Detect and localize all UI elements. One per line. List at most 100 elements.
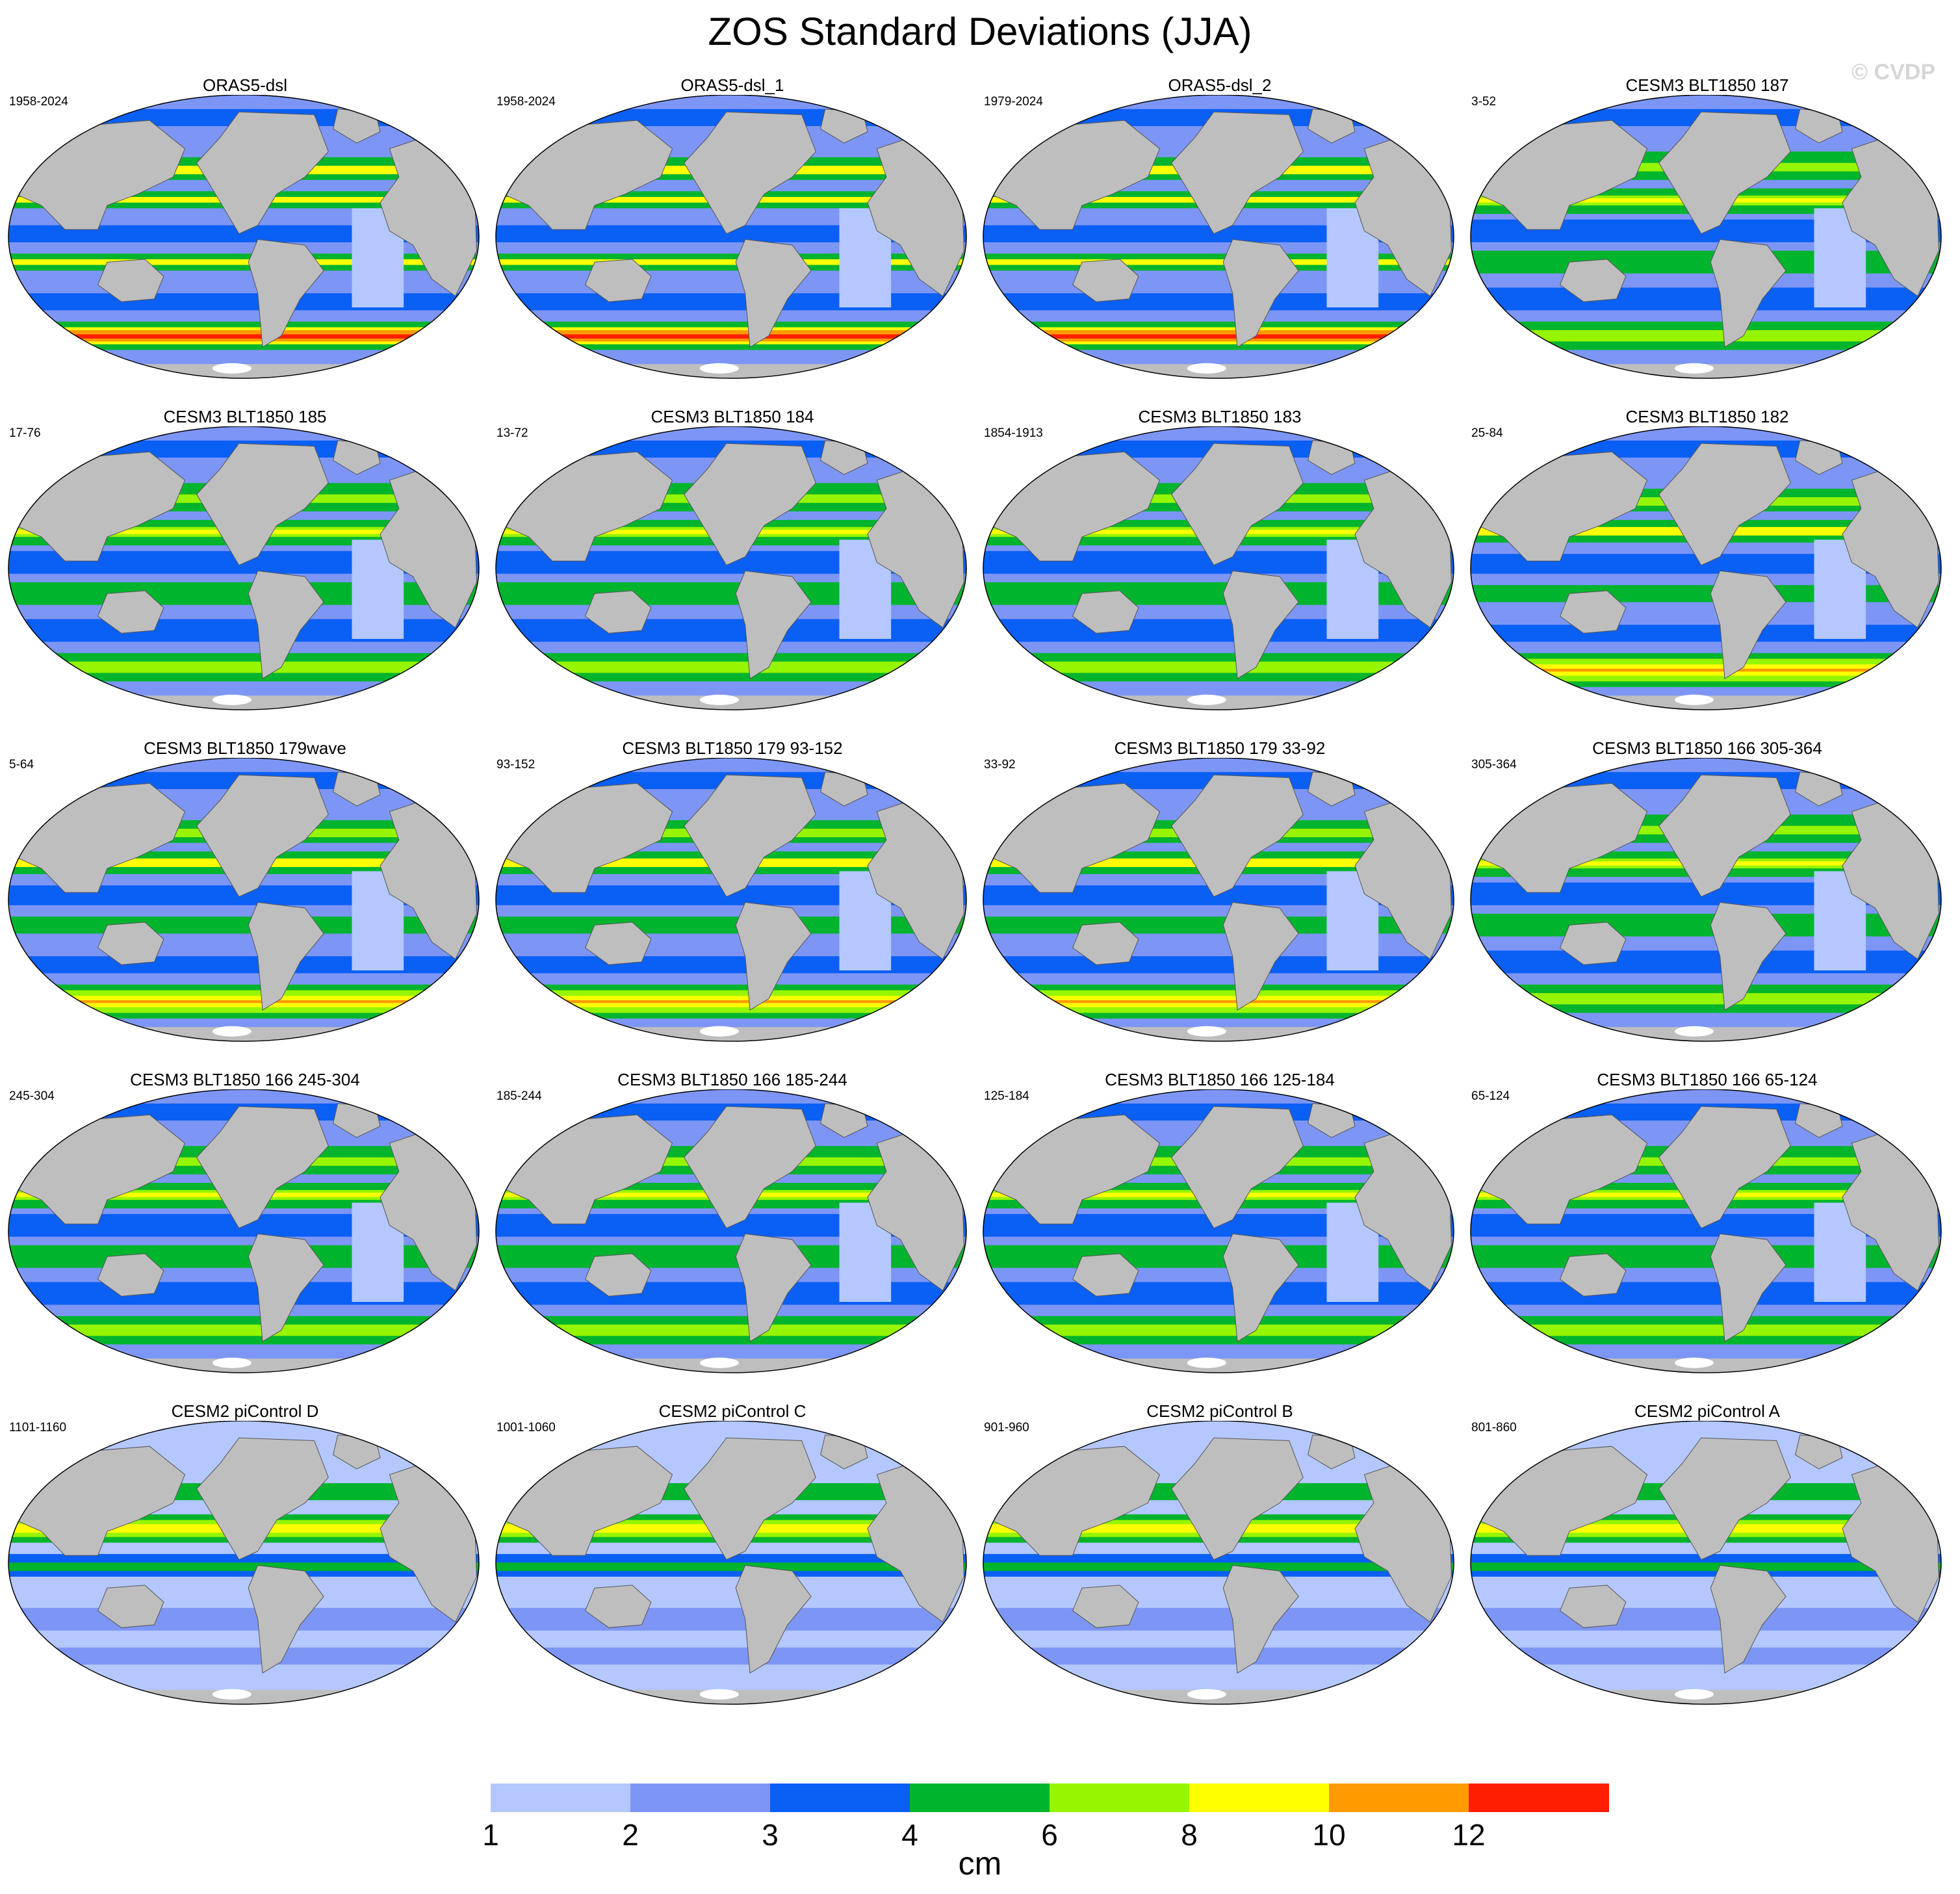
variance-band [1471,1563,1941,1572]
land-mass [97,590,164,634]
land-mass [97,922,164,965]
variance-band [983,1607,1454,1631]
land-mass [1710,570,1786,679]
variance-band [496,1282,966,1305]
variance-band [1471,913,1941,937]
ocean-map [983,1421,1454,1705]
land-mass [735,902,812,1011]
panel-years: 3-52 [1471,95,1497,109]
variance-band [8,1647,479,1665]
land-mass [584,259,652,302]
ocean-map [983,758,1454,1042]
land-mass [196,774,329,898]
variance-band [983,956,1454,974]
map-outline [495,95,967,379]
panel-years: 125-184 [984,1089,1029,1103]
land-mass [1170,774,1304,898]
colorbar [351,1784,1609,1812]
land-mass [196,443,329,566]
map-panel: CESM3 BLT1850 184 13-72 [487,407,977,732]
land-mass [1222,902,1299,1011]
land-mass [248,1564,324,1674]
panel-title: CESM3 BLT1850 179wave [144,738,346,758]
variance-band [8,334,479,339]
panel-years: 33-92 [984,758,1016,772]
ice-shelf [212,1689,251,1700]
land-mass [248,239,324,348]
map-panel: ORAS5-dsl 1958-2024 [0,75,490,400]
ocean-map [495,1089,967,1373]
variance-band [8,916,479,934]
variance-band [1471,625,1941,642]
variance-band [8,1282,479,1305]
ice-shelf [699,694,739,705]
variance-band [983,259,1454,265]
land-mass [683,1437,816,1561]
ocean-map [8,758,480,1042]
ice-shelf [1674,363,1714,374]
map-panel: CESM3 BLT1850 185 17-76 [0,407,490,732]
colorbar-tick-label: 3 [762,1818,779,1852]
panel-title: CESM2 piControl D [171,1401,319,1421]
panel-title: CESM2 piControl A [1634,1401,1780,1421]
panel-title: CESM3 BLT1850 166 245-304 [130,1070,360,1089]
variance-band [496,1000,966,1004]
panel-years: 13-72 [496,426,528,440]
panel-title: ORAS5-dsl_1 [680,75,784,95]
land-mass [735,1564,812,1674]
land-mass [1170,1106,1304,1229]
panel-title: CESM3 BLT1850 183 [1138,407,1302,426]
land-mass [248,1233,324,1342]
variance-band [496,619,966,642]
variance-band [496,661,966,673]
ice-shelf [699,363,739,374]
map-panel: CESM3 BLT1850 166 125-184 125-184 [975,1070,1465,1395]
variance-band [1471,585,1941,603]
land-mass [735,1233,812,1342]
map-outline [983,1421,1454,1705]
variance-band [8,619,479,642]
ocean-map [1470,95,1942,379]
ocean-map [1470,758,1942,1042]
panel-years: 1958-2024 [496,95,556,109]
land-mass [584,590,652,634]
land-mass [1710,1564,1786,1674]
land-mass [1658,1106,1791,1229]
land-mass [1559,259,1627,302]
panel-title: CESM3 BLT1850 179 33-92 [1114,738,1326,758]
panel-years: 1854-1913 [984,426,1043,440]
map-panel: ORAS5-dsl_2 1979-2024 [975,75,1465,400]
panel-years: 901-960 [984,1421,1029,1434]
panel-years: 65-124 [1471,1089,1510,1103]
variance-band [1471,992,1941,1005]
map-panel: CESM3 BLT1850 166 245-304 245-304 [0,1070,490,1395]
variance-band [1471,1282,1941,1305]
variance-band [983,1000,1454,1004]
colorbar-units: cm [958,1845,1002,1882]
colorbar-swatch [1469,1784,1609,1812]
ice-shelf [212,1026,251,1037]
variance-band [496,1324,966,1336]
map-panel: CESM3 BLT1850 166 185-244 185-244 [487,1070,977,1395]
land-mass [683,1106,816,1229]
map-outline [983,1089,1454,1373]
ocean-map [983,1089,1454,1373]
map-outline [1470,95,1942,379]
panel-years: 185-244 [496,1089,542,1103]
variance-band [8,661,479,673]
land-mass [1072,922,1139,965]
ocean-map [8,426,480,710]
variance-band [8,1000,479,1004]
colorbar-swatch [491,1784,631,1812]
map-outline [8,1089,480,1373]
panel-title: CESM3 BLT1850 182 [1625,407,1789,426]
land-mass [97,1253,164,1297]
land-mass [1170,443,1304,566]
ice-shelf [1674,1689,1714,1700]
variance-band [1471,330,1941,342]
panel-title: CESM2 piControl B [1146,1401,1293,1421]
map-outline [1470,1421,1942,1705]
colorbar-tick-label: 8 [1181,1818,1198,1852]
ocean-map [495,426,967,710]
